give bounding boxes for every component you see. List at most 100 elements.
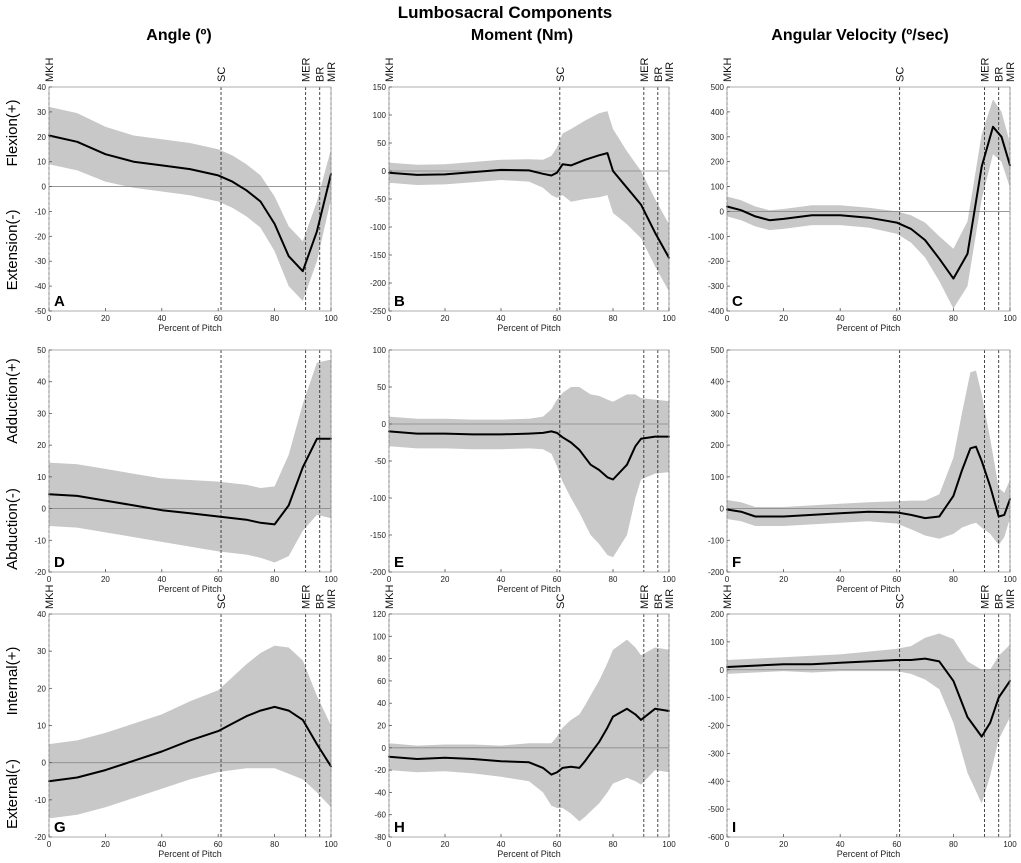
- x-tick-label-b: 20: [441, 314, 450, 323]
- mean-line-h: [388, 707, 670, 776]
- panel-h: MKH SC MER BR MIR -80 -60 -40 -20 0 20 40 60 80 100 120…: [373, 585, 677, 860]
- y-tick-label-c: 200: [711, 158, 725, 167]
- x-tick-label-c: 100: [1003, 314, 1017, 323]
- event-label-br-c: BR: [994, 67, 1006, 82]
- row-label-internal: Internal(+): [4, 647, 21, 716]
- event-label-mer-i: MER: [980, 585, 992, 610]
- x-axis-label-f: Percent of Pitch: [837, 584, 901, 594]
- x-axis-label-i: Percent of Pitch: [837, 849, 901, 859]
- event-label-br-h: BR: [653, 594, 665, 609]
- x-tick-label-a: 20: [101, 314, 110, 323]
- panel-letter-g: G: [54, 819, 66, 836]
- panel-letter-i: I: [732, 819, 736, 836]
- panel-letter-a: A: [54, 293, 65, 310]
- y-tick-label-i: -300: [708, 749, 725, 758]
- panel-letter-c: C: [732, 293, 743, 310]
- y-tick-label-f: 200: [711, 441, 725, 450]
- column-title-angular-velocity: Angular Velocity (º/sec): [771, 27, 948, 44]
- y-tick-label-i: -200: [708, 722, 725, 731]
- panel-letter-h: H: [394, 819, 405, 836]
- y-tick-label-h: 0: [382, 744, 387, 753]
- y-tick-label-e: -100: [370, 494, 387, 503]
- y-tick-label-g: 10: [37, 722, 46, 731]
- x-tick-label-g: 60: [214, 840, 223, 849]
- row-label-abduction: Abduction(-): [4, 488, 21, 570]
- y-tick-label-f: 0: [720, 505, 725, 514]
- column-title-angle: Angle (º): [146, 27, 211, 44]
- row-label-flexion: Flexion(+): [4, 99, 21, 166]
- event-label-br-i: BR: [994, 594, 1006, 609]
- x-tick-label-d: 40: [157, 575, 166, 584]
- figure-title: Lumbosacral Components: [398, 3, 612, 22]
- sd-band-i: [727, 633, 1010, 804]
- y-tick-label-g: -20: [34, 833, 46, 842]
- event-label-sc-g: SC: [216, 594, 228, 609]
- event-label-mkh-i: MKH: [722, 585, 734, 610]
- x-tick-label-b: 40: [497, 314, 506, 323]
- x-tick-label-b: 80: [609, 314, 618, 323]
- x-axis-label-a: Percent of Pitch: [158, 323, 222, 333]
- x-tick-label-d: 20: [101, 575, 110, 584]
- x-tick-label-c: 20: [779, 314, 788, 323]
- x-axis-label-g: Percent of Pitch: [158, 849, 222, 859]
- x-tick-label-i: 20: [779, 840, 788, 849]
- x-tick-label-a: 60: [214, 314, 223, 323]
- y-tick-label-a: -50: [34, 307, 46, 316]
- x-tick-label-h: 40: [497, 840, 506, 849]
- y-tick-label-c: 500: [711, 83, 725, 92]
- x-tick-label-g: 80: [270, 840, 279, 849]
- y-tick-label-a: 20: [37, 133, 46, 142]
- y-tick-label-c: -100: [708, 232, 725, 241]
- x-tick-label-h: 80: [609, 840, 618, 849]
- y-tick-label-i: -100: [708, 694, 725, 703]
- x-tick-label-h: 100: [662, 840, 676, 849]
- event-label-mkh-b: MKH: [384, 58, 396, 83]
- y-tick-label-i: -600: [708, 833, 725, 842]
- mean-line-d: [48, 437, 332, 526]
- y-tick-label-a: -20: [34, 232, 46, 241]
- y-tick-label-b: -200: [370, 279, 387, 288]
- x-tick-label-h: 20: [441, 840, 450, 849]
- sd-band-a: [49, 106, 331, 302]
- panel-f: -200 -100 0 100 200 300 400 500 0 20 40 60 80 100 Perc…: [708, 346, 1017, 594]
- y-tick-label-i: -400: [708, 777, 725, 786]
- x-tick-label-f: 80: [949, 575, 958, 584]
- x-tick-label-c: 60: [892, 314, 901, 323]
- x-tick-label-i: 0: [725, 840, 730, 849]
- y-tick-label-f: 300: [711, 409, 725, 418]
- event-label-mer-b: MER: [639, 58, 651, 83]
- event-label-mkh-c: MKH: [722, 58, 734, 83]
- x-axis-label-e: Percent of Pitch: [497, 584, 561, 594]
- y-tick-label-h: -40: [374, 788, 386, 797]
- event-label-sc-i: SC: [895, 594, 907, 609]
- y-tick-label-h: 120: [373, 610, 387, 619]
- sd-band-c: [727, 99, 1010, 309]
- x-tick-label-i: 60: [892, 840, 901, 849]
- sd-band-h: [389, 639, 669, 822]
- y-tick-label-b: 0: [382, 167, 387, 176]
- panel-letter-b: B: [394, 293, 405, 310]
- x-tick-label-e: 20: [441, 575, 450, 584]
- y-tick-label-d: 0: [42, 505, 47, 514]
- y-tick-label-g: 30: [37, 647, 46, 656]
- y-tick-label-a: 30: [37, 108, 46, 117]
- y-tick-label-g: 20: [37, 684, 46, 693]
- y-tick-label-c: 400: [711, 108, 725, 117]
- x-tick-label-h: 0: [387, 840, 392, 849]
- panel-letter-d: D: [54, 554, 65, 571]
- sd-band-f: [727, 370, 1010, 545]
- y-tick-label-g: 40: [37, 610, 46, 619]
- y-tick-label-c: -200: [708, 257, 725, 266]
- y-tick-label-h: -60: [374, 811, 386, 820]
- sd-band-e: [389, 387, 669, 558]
- panel-letter-f: F: [732, 554, 741, 571]
- mean-line-f: [726, 445, 1011, 520]
- x-tick-label-b: 60: [553, 314, 562, 323]
- y-tick-label-a: 0: [42, 183, 47, 192]
- panel-c: MKH SC MER BR MIR-400-300-200-10001002003004…: [708, 58, 1017, 334]
- y-tick-label-e: 0: [382, 420, 387, 429]
- panel-d: -20 -10 0 10 20 30 40 50 0 20 40 60 80 100 Percent of …: [34, 346, 338, 594]
- x-tick-label-d: 100: [324, 575, 338, 584]
- y-tick-label-e: -50: [374, 457, 386, 466]
- y-tick-label-a: 40: [37, 83, 46, 92]
